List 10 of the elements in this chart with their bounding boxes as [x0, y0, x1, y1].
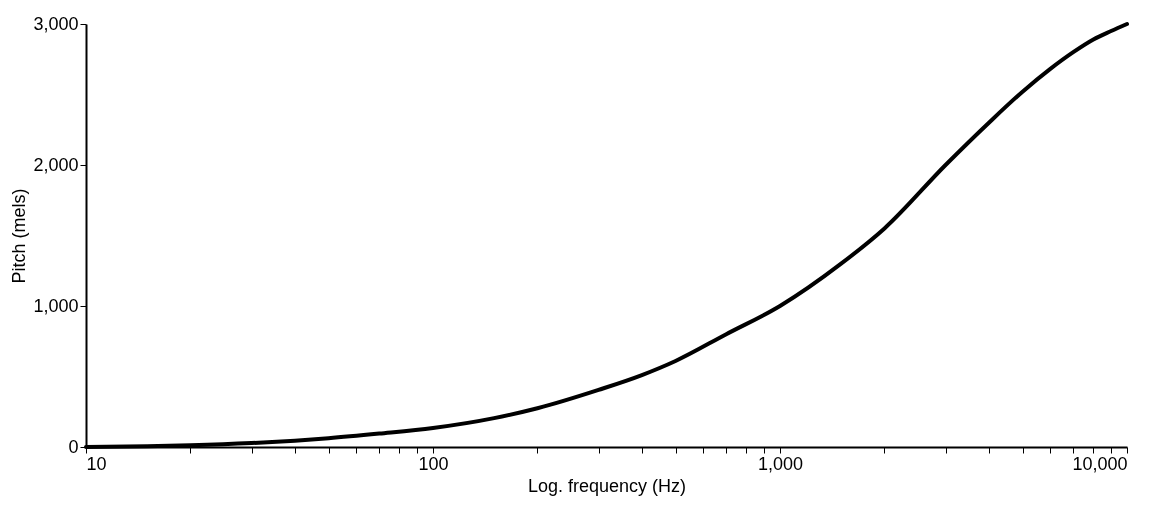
y-axis-title: Pitch (mels)	[9, 188, 30, 284]
x-tick-label: 100	[418, 453, 449, 474]
x-tick-label: 10	[86, 453, 107, 474]
y-tick-label: 2,000	[33, 154, 79, 175]
y-tick-label: 1,000	[33, 295, 79, 316]
y-tick-label: 0	[68, 436, 79, 457]
x-tick-label: 10,000	[1072, 453, 1128, 474]
x-axis-title: Log. frequency (Hz)	[527, 475, 687, 496]
x-tick-label: 1,000	[757, 453, 804, 474]
y-tick-label: 3,000	[33, 13, 79, 34]
